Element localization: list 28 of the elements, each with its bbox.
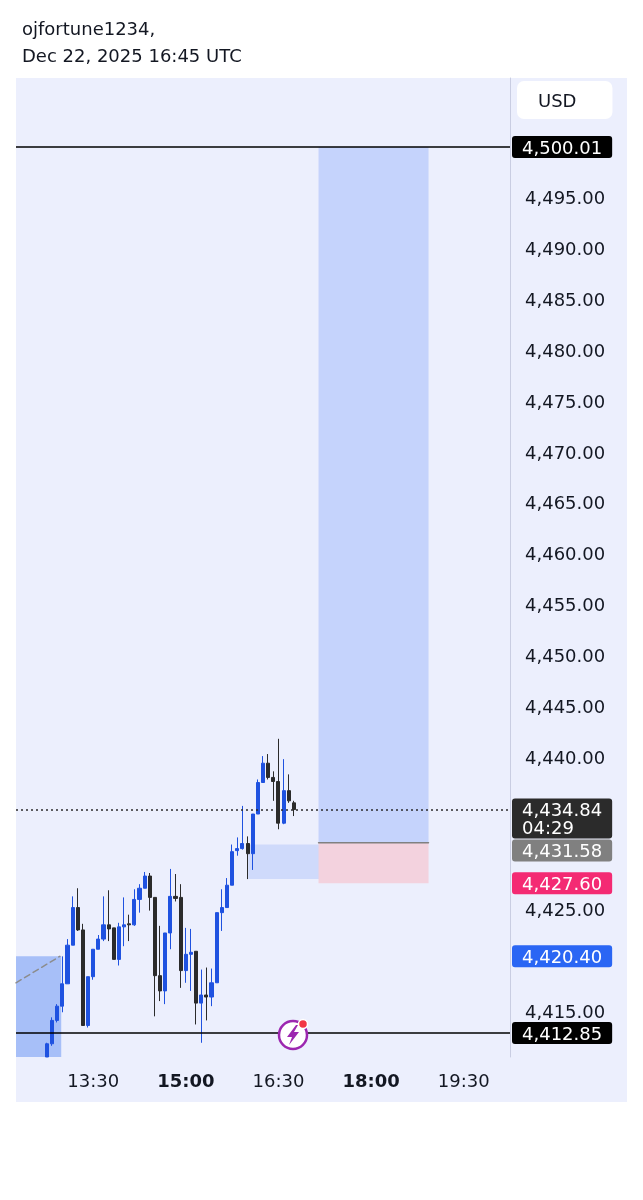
chart-title: ojfortune1234,: [22, 17, 156, 39]
y-tick-label: 4,450.00: [525, 644, 606, 666]
y-axis-title: USD: [538, 89, 577, 111]
y-tick-label: 4,485.00: [525, 289, 606, 311]
ref-line-label: 4,500.01: [522, 136, 603, 158]
text: 4,420.40: [522, 945, 603, 967]
y-tick-label: 4,480.00: [525, 339, 606, 361]
x-tick-label: 13:30: [67, 1069, 120, 1091]
x-tick-label: 18:00: [342, 1069, 400, 1091]
y-tick-label: 4,445.00: [525, 695, 606, 717]
y-tick-label: 4,495.00: [525, 187, 606, 209]
x-tick-label: 16:30: [252, 1069, 305, 1091]
text: 4,427.60: [522, 872, 603, 894]
chart-subtitle: Dec 22, 2025 16:45 UTC: [22, 44, 242, 66]
y-tick-label: 4,460.00: [525, 543, 606, 565]
y-tick-label: 4,425.00: [525, 899, 606, 921]
y-tick-label: 4,415.00: [525, 1000, 606, 1022]
text: 4,431.58: [522, 840, 603, 862]
y-tick-label: 4,490.00: [525, 238, 606, 260]
y-tick-label: 4,440.00: [525, 746, 606, 768]
ref-line-label: 4,434.84 04:29: [522, 799, 603, 839]
y-tick-label: 4,475.00: [525, 390, 606, 412]
y-tick-label: 4,470.00: [525, 441, 606, 463]
x-tick-label: 19:30: [437, 1069, 490, 1091]
ref-line-label: 4,412.85: [522, 1022, 603, 1044]
y-tick-label: 4,465.00: [525, 492, 606, 514]
x-tick-label: 15:00: [157, 1069, 215, 1091]
y-tick-label: 4,455.00: [525, 594, 606, 616]
